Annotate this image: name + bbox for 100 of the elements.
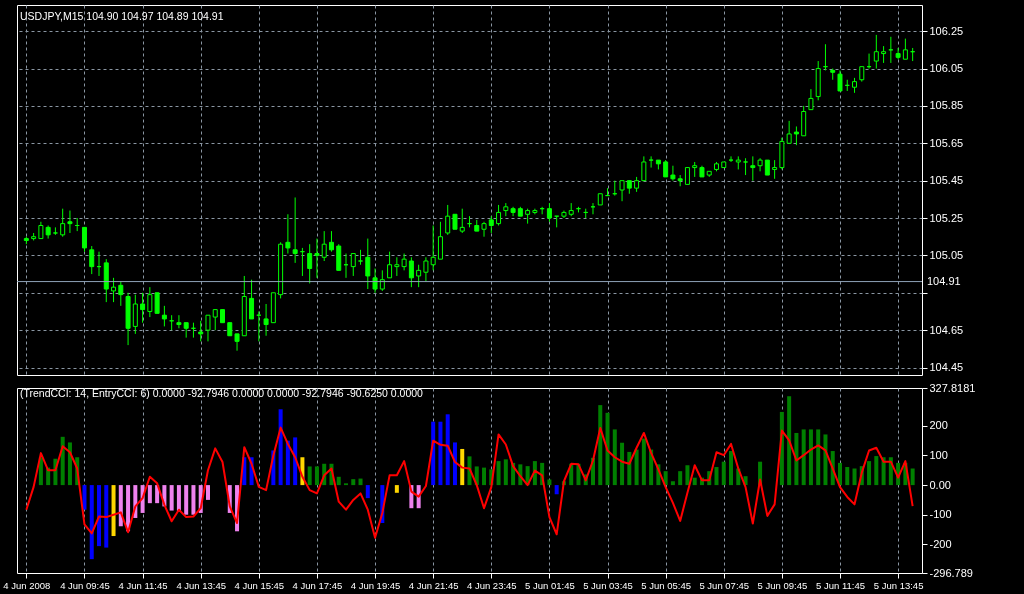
candlestick: [60, 208, 66, 238]
chart-title: (TrendCCI: 14, EntryCCI: 6) 0.0000 -92.7946 0.0000 0.0000 -92.7946 -90.6250 0.0000: [20, 386, 424, 399]
candlestick: [292, 196, 298, 264]
bar: [460, 448, 465, 486]
candlestick: [496, 204, 502, 227]
x-tick-label: 4 Jun 09:45: [60, 579, 110, 591]
bar: [394, 485, 399, 493]
bar: [445, 414, 450, 486]
bar: [104, 485, 109, 548]
x-tick-label: 4 Jun 15:45: [234, 579, 285, 591]
bar: [605, 412, 610, 486]
candlestick: [895, 47, 901, 60]
y-tick-label: 106.05: [929, 62, 964, 75]
x-tick-label: 5 Jun 11:45: [816, 579, 865, 591]
candlestick: [372, 267, 378, 294]
bar: [678, 471, 683, 486]
bar: [97, 485, 101, 547]
x-tick-label: 5 Jun 09:45: [757, 579, 808, 591]
candlestick: [619, 180, 625, 202]
candlestick: [837, 69, 843, 92]
candlestick: [808, 88, 814, 111]
bar: [787, 396, 792, 486]
bar: [554, 485, 559, 495]
bar: [852, 468, 857, 486]
candlestick: [408, 256, 414, 288]
candlestick: [728, 155, 734, 163]
line-series: [25, 426, 914, 539]
candlestick: [111, 277, 117, 303]
candlestick: [350, 253, 356, 277]
candlestick: [234, 333, 240, 352]
candlestick: [89, 245, 95, 275]
ref-line-label: 104.91: [927, 274, 961, 287]
candlestick: [772, 159, 778, 180]
candlestick: [67, 210, 73, 234]
bar: [496, 461, 501, 486]
candlestick: [205, 314, 211, 342]
x-tick-label: 4 Jun 19:45: [350, 579, 401, 591]
bar: [176, 485, 181, 512]
bar: [845, 467, 850, 486]
bar: [598, 405, 603, 486]
chart-title: USDJPY,M15 104.90 104.97 104.89 104.91: [20, 9, 224, 22]
x-tick-label: 4 Jun 17:45: [292, 579, 343, 591]
candlestick: [118, 281, 124, 307]
candlestick: [459, 208, 465, 234]
bar: [365, 485, 370, 499]
candlestick: [416, 264, 422, 288]
bar: [867, 461, 872, 486]
bar: [452, 442, 457, 486]
bar: [721, 461, 726, 486]
y-tick-label: -296.789: [929, 566, 973, 579]
bar: [438, 421, 443, 486]
bar: [910, 468, 915, 486]
bar: [816, 429, 821, 486]
candlestick: [902, 38, 908, 60]
candlestick: [285, 213, 291, 255]
candlestick: [641, 155, 647, 182]
bar: [60, 436, 65, 486]
bar: [685, 465, 690, 486]
bar: [336, 476, 341, 486]
x-tick-label: 5 Jun 07:45: [699, 579, 750, 591]
bar: [808, 429, 813, 486]
bar: [169, 485, 174, 511]
bar: [89, 485, 94, 560]
bar: [794, 432, 799, 486]
bar: [293, 437, 298, 486]
bar: [358, 478, 363, 486]
bar: [67, 442, 72, 486]
candlestick: [307, 243, 313, 284]
x-tick-label: 4 Jun 2008: [3, 579, 51, 591]
candlestick: [140, 292, 146, 324]
bar: [82, 485, 87, 510]
candlestick: [481, 221, 487, 238]
bar: [278, 409, 283, 486]
bar: [307, 466, 312, 486]
bar: [147, 485, 152, 504]
candlestick: [132, 294, 138, 335]
bar: [714, 467, 719, 486]
y-tick-label: -200: [929, 537, 952, 550]
candlestick: [430, 225, 436, 271]
candlestick: [365, 238, 371, 290]
x-tick-label: 5 Jun 03:45: [583, 579, 633, 591]
candlestick: [387, 251, 393, 279]
x-tick-label: 5 Jun 05:45: [641, 579, 691, 591]
y-tick-label: 104.65: [929, 323, 964, 336]
candlestick: [249, 279, 255, 320]
candlestick: [546, 202, 552, 223]
bar: [184, 485, 189, 515]
x-tick-label: 4 Jun 21:45: [408, 579, 459, 591]
bar: [823, 434, 828, 486]
bar: [641, 438, 646, 486]
bar: [111, 485, 116, 537]
y-tick-label: 105.45: [929, 174, 964, 187]
x-tick-label: 5 Jun 13:45: [873, 579, 924, 591]
candlestick: [437, 221, 443, 260]
x-tick-label: 5 Jun 01:45: [525, 579, 575, 591]
y-tick-label: 105.85: [929, 99, 964, 112]
candlestick: [198, 320, 204, 342]
bar: [351, 479, 356, 486]
y-tick-label: 100: [929, 448, 948, 461]
y-tick-label: 327.8181: [929, 381, 976, 394]
